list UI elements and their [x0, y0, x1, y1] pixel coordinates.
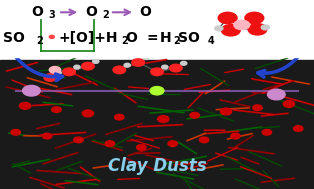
Circle shape	[52, 107, 61, 112]
Circle shape	[231, 133, 240, 139]
Circle shape	[158, 116, 169, 122]
Text: 2: 2	[36, 36, 43, 46]
Circle shape	[63, 68, 75, 76]
Circle shape	[49, 67, 61, 73]
Circle shape	[248, 24, 267, 35]
Circle shape	[44, 74, 57, 81]
Circle shape	[168, 141, 177, 146]
Bar	[0, 0, 314, 57]
Text: 4: 4	[207, 36, 214, 46]
Circle shape	[215, 26, 223, 31]
Text: SO: SO	[178, 31, 200, 45]
Text: 2: 2	[121, 36, 127, 46]
Text: =: =	[146, 31, 158, 45]
Text: O: O	[126, 31, 138, 45]
Circle shape	[283, 101, 295, 107]
Text: O: O	[140, 5, 152, 19]
Circle shape	[253, 105, 262, 111]
Circle shape	[220, 108, 232, 115]
Circle shape	[74, 137, 83, 143]
Text: O: O	[85, 5, 97, 19]
Circle shape	[132, 59, 144, 66]
Circle shape	[234, 20, 250, 30]
Circle shape	[261, 25, 269, 30]
Text: Clay Dusts: Clay Dusts	[108, 157, 206, 175]
Text: O: O	[31, 5, 43, 19]
Circle shape	[19, 102, 31, 109]
Circle shape	[170, 64, 182, 72]
Circle shape	[199, 137, 209, 143]
Circle shape	[262, 129, 272, 135]
Circle shape	[93, 60, 99, 63]
Circle shape	[137, 145, 146, 150]
Text: +[O]+H: +[O]+H	[58, 31, 117, 45]
Circle shape	[82, 110, 94, 117]
Circle shape	[113, 66, 126, 74]
Circle shape	[74, 65, 80, 69]
Circle shape	[11, 129, 20, 135]
Text: H: H	[160, 31, 172, 45]
Circle shape	[143, 56, 149, 60]
Circle shape	[151, 68, 163, 76]
Circle shape	[181, 61, 187, 65]
Bar	[0, 60, 314, 189]
Circle shape	[82, 62, 94, 70]
Circle shape	[218, 12, 237, 24]
Circle shape	[55, 71, 61, 75]
Circle shape	[245, 12, 264, 24]
Circle shape	[42, 133, 52, 139]
Circle shape	[115, 114, 124, 120]
Text: 2: 2	[174, 36, 180, 46]
Circle shape	[105, 141, 115, 146]
Circle shape	[221, 25, 240, 36]
Text: 3: 3	[49, 11, 55, 20]
Text: SO: SO	[3, 31, 25, 45]
Circle shape	[150, 87, 164, 95]
Circle shape	[268, 89, 285, 100]
Circle shape	[23, 85, 40, 96]
Circle shape	[190, 112, 199, 118]
Text: 2: 2	[102, 11, 109, 20]
Circle shape	[124, 63, 130, 67]
Circle shape	[162, 65, 168, 69]
Circle shape	[294, 126, 303, 131]
Circle shape	[49, 35, 54, 38]
